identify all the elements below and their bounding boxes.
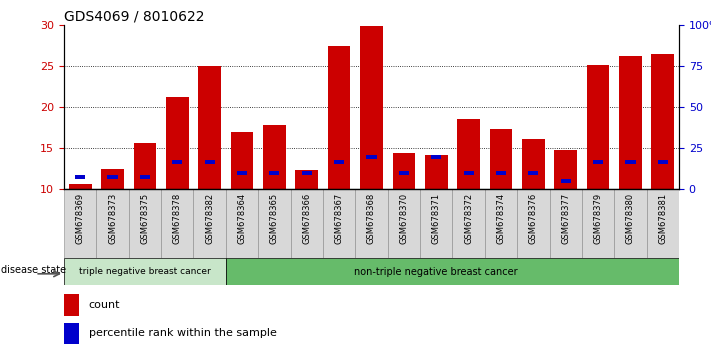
Bar: [97, 189, 129, 258]
Bar: [457, 119, 480, 189]
Text: GSM678379: GSM678379: [594, 193, 603, 244]
Bar: [560, 179, 571, 183]
Bar: [226, 189, 258, 258]
Bar: [258, 189, 291, 258]
Bar: [134, 143, 156, 189]
Bar: [431, 155, 442, 159]
Bar: [490, 129, 513, 189]
Bar: [356, 189, 387, 258]
Bar: [582, 189, 614, 258]
Bar: [129, 189, 161, 258]
Bar: [452, 189, 485, 258]
Text: GSM678381: GSM678381: [658, 193, 668, 244]
Bar: [387, 189, 420, 258]
Bar: [464, 171, 474, 175]
Bar: [140, 175, 150, 179]
Text: triple negative breast cancer: triple negative breast cancer: [79, 267, 210, 276]
Bar: [420, 189, 452, 258]
Bar: [360, 27, 383, 189]
Text: GSM678369: GSM678369: [75, 193, 85, 244]
Bar: [522, 139, 545, 189]
Text: GSM678371: GSM678371: [432, 193, 441, 244]
Bar: [658, 160, 668, 164]
Bar: [485, 189, 517, 258]
Bar: [107, 175, 117, 179]
Bar: [230, 132, 253, 189]
Text: disease state: disease state: [1, 266, 66, 275]
Bar: [64, 322, 80, 344]
Bar: [205, 160, 215, 164]
Text: GSM678365: GSM678365: [270, 193, 279, 244]
Bar: [166, 97, 188, 189]
Bar: [651, 53, 674, 189]
Bar: [291, 189, 323, 258]
Bar: [296, 170, 318, 189]
Text: GSM678364: GSM678364: [237, 193, 247, 244]
Bar: [555, 150, 577, 189]
Bar: [75, 175, 85, 179]
Text: GSM678377: GSM678377: [561, 193, 570, 244]
Bar: [392, 153, 415, 189]
Bar: [101, 169, 124, 189]
Text: non-triple negative breast cancer: non-triple negative breast cancer: [354, 267, 518, 277]
Bar: [646, 189, 679, 258]
Text: GSM678382: GSM678382: [205, 193, 214, 244]
Text: GDS4069 / 8010622: GDS4069 / 8010622: [64, 10, 205, 24]
Bar: [198, 66, 221, 189]
Bar: [587, 65, 609, 189]
Bar: [263, 125, 286, 189]
Bar: [626, 160, 636, 164]
Text: GSM678376: GSM678376: [529, 193, 538, 244]
Bar: [269, 171, 279, 175]
Text: GSM678375: GSM678375: [140, 193, 149, 244]
Text: GSM678374: GSM678374: [496, 193, 506, 244]
Bar: [64, 189, 97, 258]
Bar: [366, 155, 377, 159]
Text: GSM678366: GSM678366: [302, 193, 311, 244]
Bar: [237, 171, 247, 175]
Text: GSM678370: GSM678370: [400, 193, 408, 244]
Bar: [550, 189, 582, 258]
Bar: [301, 171, 312, 175]
Text: count: count: [89, 300, 120, 310]
Bar: [425, 155, 447, 189]
Bar: [193, 189, 226, 258]
Bar: [334, 160, 344, 164]
Bar: [64, 294, 80, 316]
Bar: [328, 46, 351, 189]
Bar: [496, 171, 506, 175]
Bar: [69, 184, 92, 189]
Text: GSM678380: GSM678380: [626, 193, 635, 244]
Text: percentile rank within the sample: percentile rank within the sample: [89, 328, 277, 338]
Bar: [619, 56, 642, 189]
Bar: [614, 189, 646, 258]
Bar: [226, 258, 679, 285]
Text: GSM678373: GSM678373: [108, 193, 117, 244]
Text: GSM678372: GSM678372: [464, 193, 473, 244]
Bar: [528, 171, 538, 175]
Bar: [64, 258, 226, 285]
Bar: [323, 189, 356, 258]
Text: GSM678367: GSM678367: [335, 193, 343, 244]
Text: GSM678368: GSM678368: [367, 193, 376, 244]
Bar: [593, 160, 603, 164]
Bar: [399, 171, 409, 175]
Bar: [517, 189, 550, 258]
Bar: [172, 160, 183, 164]
Bar: [161, 189, 193, 258]
Text: GSM678378: GSM678378: [173, 193, 182, 244]
